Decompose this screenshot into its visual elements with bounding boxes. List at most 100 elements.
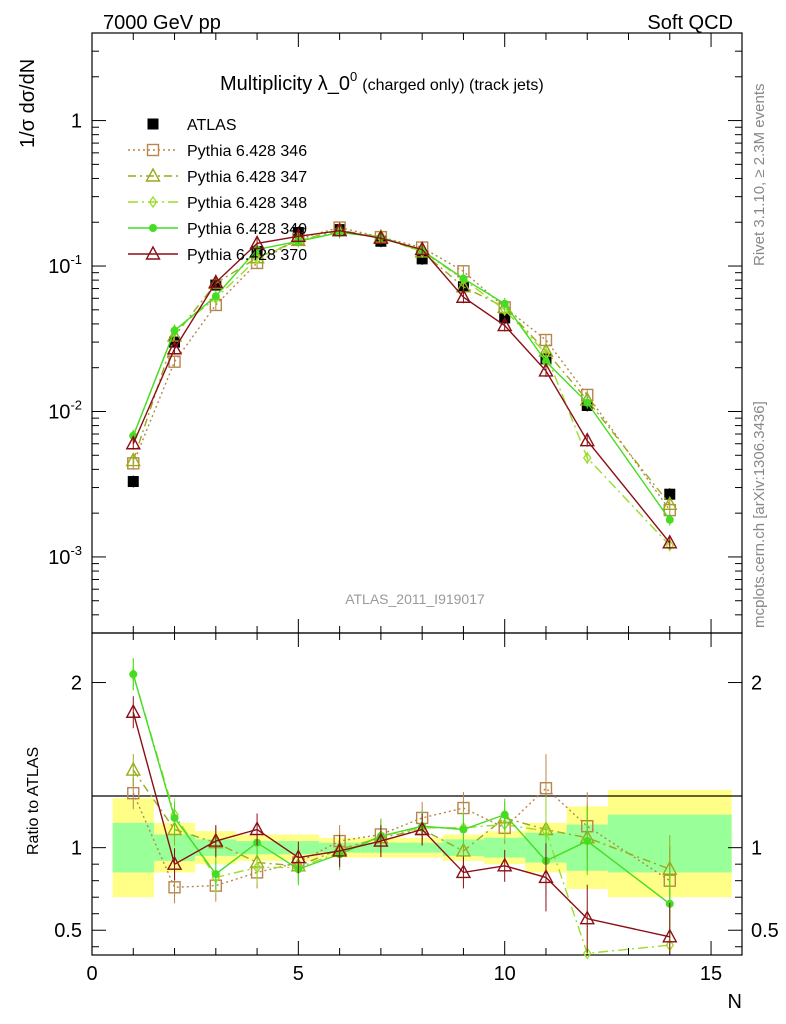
main-ytick-label-exp: -1 — [70, 252, 82, 267]
side-rivet-label: Rivet 3.1.10, ≥ 2.3M events — [751, 84, 768, 267]
legend-label-p347: Pythia 6.428 347 — [187, 169, 307, 186]
main-point-p370 — [125, 435, 141, 450]
main-point-p348 — [665, 539, 675, 552]
plot-title-small: (charged only) (track jets) — [362, 77, 543, 94]
ratio-point-p370 — [662, 928, 678, 943]
ratio-point-p347 — [166, 821, 183, 836]
legend-label-p349: Pythia 6.428 349 — [187, 221, 307, 238]
main-point-p370 — [662, 534, 678, 549]
ratio-point-p349 — [211, 870, 220, 879]
plot-title: Multiplicity λ_00 (charged only) (track j… — [220, 69, 544, 95]
ratio-xtick-label: 15 — [700, 963, 722, 985]
ratio-series — [125, 658, 678, 960]
main-ytick-label: 10-2 — [48, 397, 82, 423]
analysis-watermark: ATLAS_2011_I919017 — [345, 591, 485, 607]
main-point-p349 — [459, 274, 468, 283]
main-series — [125, 221, 678, 552]
ratio-point-p349 — [500, 810, 509, 819]
main-axes: 110-110-210-3 — [48, 32, 742, 634]
ratio-point-p349 — [129, 670, 138, 679]
main-point-p370 — [579, 432, 595, 447]
ratio-point-p370 — [373, 832, 389, 847]
ratio-point-p349 — [170, 813, 179, 822]
ratio-point-p346 — [168, 881, 181, 894]
plot-title-sup: 0 — [350, 69, 357, 84]
ratio-point-p370 — [290, 849, 307, 864]
ratio-ytick-label: 0.5 — [54, 920, 82, 942]
main-ytick-label-exp: -2 — [70, 397, 82, 412]
ratio-point-p370 — [249, 821, 265, 836]
legend-marker-p346 — [146, 143, 160, 157]
ratio-ytick-label-right: 0.5 — [751, 920, 779, 942]
main-ytick-label: 10-3 — [48, 543, 82, 569]
ratio-panel-frame — [91, 632, 743, 956]
main-point-p370 — [497, 317, 513, 332]
band-green-0 — [112, 822, 154, 873]
ratio-axes: 0.5 0.5 1 1 2 2 0 5 10 15 — [54, 633, 779, 985]
ratio-point-p370 — [331, 842, 348, 857]
main-point-p349 — [500, 299, 509, 308]
legend-label-p348: Pythia 6.428 348 — [187, 195, 307, 212]
ratio-point-p370 — [579, 910, 595, 925]
legend-label-p370: Pythia 6.428 370 — [187, 247, 307, 264]
main-ylabel: 1/σ dσ/dN — [17, 59, 39, 148]
main-point-p370 — [331, 222, 348, 237]
legend-label-p346: Pythia 6.428 346 — [187, 143, 307, 160]
ratio-point-p347 — [455, 842, 472, 857]
ratio-point-p370 — [208, 832, 224, 847]
main-point-p370 — [208, 274, 224, 289]
main-point-p349 — [170, 326, 179, 335]
ratio-ytick-label: 2 — [71, 673, 82, 695]
ratio-point-p349 — [459, 825, 468, 834]
legend-marker-p348 — [148, 195, 158, 209]
ratio-xtick-label: 0 — [86, 963, 97, 985]
ratio-point-p370 — [125, 703, 141, 718]
main-point-p348 — [582, 451, 592, 464]
main-point-p370 — [249, 234, 265, 250]
main-point-p370 — [290, 227, 307, 243]
legend-marker-p347 — [145, 167, 161, 182]
main-point-p349 — [211, 292, 220, 301]
header-right: Soft QCD — [647, 12, 733, 34]
main-ytick-label-base: 10 — [48, 256, 70, 278]
main-ytick-label: 1 — [71, 111, 82, 133]
ratio-ylabel: Ratio to ATLAS — [25, 747, 42, 855]
main-point-p370 — [538, 362, 554, 377]
legend-marker-atlas — [147, 118, 159, 130]
main-ytick-label-base: 10 — [48, 401, 70, 423]
ratio-point-p348 — [252, 861, 262, 874]
ratio-point-p370 — [455, 863, 472, 879]
ratio-xtick-label: 5 — [293, 963, 304, 985]
band-green-7 — [401, 842, 443, 853]
ratio-point-p370 — [166, 855, 183, 870]
main-ytick-label-base: 10 — [48, 547, 70, 569]
ratio-ytick-label: 1 — [71, 838, 82, 860]
main-point-p370 — [414, 240, 430, 256]
ratio-point-p370 — [538, 868, 554, 884]
legend-label-atlas: ATLAS — [187, 117, 237, 134]
ratio-point-p348 — [582, 947, 592, 960]
ratio-point-p346 — [539, 782, 553, 795]
ratio-xlabel: N — [728, 991, 742, 1013]
main-point-p348 — [252, 252, 262, 266]
main-point-p349 — [665, 515, 674, 524]
ratio-xtick-label: 10 — [494, 963, 516, 985]
main-panel-frame — [91, 32, 743, 634]
ratio-ytick-label-right: 1 — [751, 838, 762, 860]
main-point-p370 — [373, 229, 389, 245]
ratio-point-p370 — [497, 857, 513, 872]
ratio-point-p370 — [414, 821, 430, 836]
legend-marker-p370 — [145, 245, 161, 260]
main-ytick-label-exp: -3 — [70, 543, 82, 558]
band-green-9 — [484, 837, 526, 858]
main-point-p370 — [166, 340, 183, 355]
ratio-ytick-label-right: 2 — [751, 673, 762, 695]
main-point-p349 — [583, 398, 592, 407]
main-point-p347 — [662, 495, 678, 511]
legend-marker-p349 — [149, 224, 157, 232]
main-ytick-label: 10-1 — [48, 252, 82, 278]
ratio-point-p349 — [583, 837, 592, 846]
header-left: 7000 GeV pp — [103, 12, 221, 34]
main-point-atlas — [127, 476, 139, 488]
plot-title-main: Multiplicity λ_0 — [220, 73, 350, 95]
